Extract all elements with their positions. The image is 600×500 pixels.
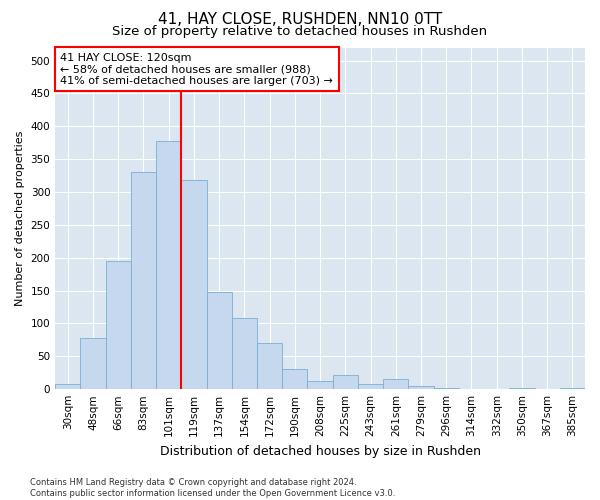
- Bar: [484, 388, 509, 389]
- Bar: [358, 384, 383, 389]
- Bar: [332, 374, 358, 389]
- Bar: [55, 384, 80, 389]
- Bar: [509, 388, 535, 389]
- Text: 41, HAY CLOSE, RUSHDEN, NN10 0TT: 41, HAY CLOSE, RUSHDEN, NN10 0TT: [158, 12, 442, 28]
- X-axis label: Distribution of detached houses by size in Rushden: Distribution of detached houses by size …: [160, 444, 481, 458]
- Bar: [131, 172, 156, 389]
- Bar: [206, 292, 232, 389]
- Bar: [282, 370, 307, 389]
- Bar: [232, 318, 257, 389]
- Bar: [181, 180, 206, 389]
- Bar: [257, 343, 282, 389]
- Bar: [560, 388, 585, 389]
- Bar: [156, 141, 181, 389]
- Y-axis label: Number of detached properties: Number of detached properties: [15, 130, 25, 306]
- Text: 41 HAY CLOSE: 120sqm
← 58% of detached houses are smaller (988)
41% of semi-deta: 41 HAY CLOSE: 120sqm ← 58% of detached h…: [61, 52, 334, 86]
- Bar: [307, 382, 332, 389]
- Text: Size of property relative to detached houses in Rushden: Size of property relative to detached ho…: [112, 25, 488, 38]
- Bar: [434, 388, 459, 389]
- Text: Contains HM Land Registry data © Crown copyright and database right 2024.
Contai: Contains HM Land Registry data © Crown c…: [30, 478, 395, 498]
- Bar: [80, 338, 106, 389]
- Bar: [409, 386, 434, 389]
- Bar: [383, 380, 409, 389]
- Bar: [106, 261, 131, 389]
